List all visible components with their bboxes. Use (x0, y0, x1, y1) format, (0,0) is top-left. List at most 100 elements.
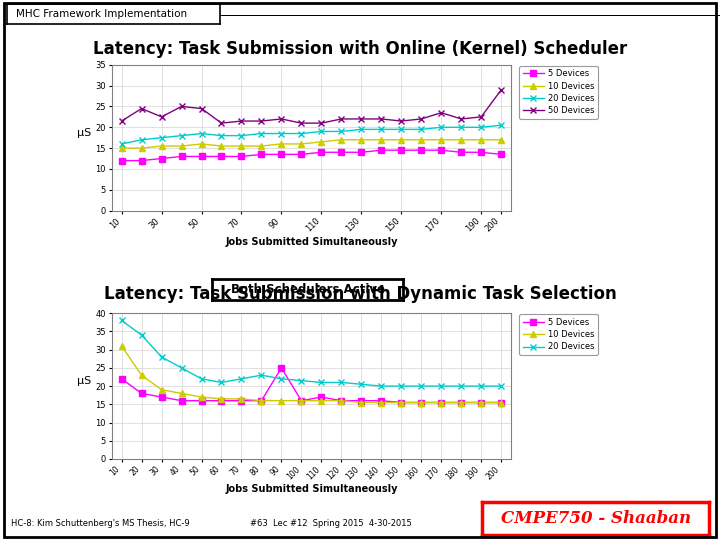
10 Devices (357, 399, 366, 406)
5 Devices (297, 397, 306, 404)
20 Devices (217, 379, 226, 386)
Text: Both Schedulers Active: Both Schedulers Active (231, 283, 384, 296)
10 Devices (257, 143, 266, 149)
20 Devices (397, 383, 405, 389)
5 Devices (477, 149, 485, 156)
10 Devices (157, 143, 166, 149)
20 Devices (297, 130, 306, 137)
Text: Latency: Task Submission with Online (Kernel) Scheduler: Latency: Task Submission with Online (Ke… (93, 39, 627, 58)
5 Devices (397, 147, 405, 153)
20 Devices (117, 317, 126, 323)
10 Devices (217, 143, 226, 149)
10 Devices (257, 397, 266, 404)
20 Devices (457, 124, 466, 131)
10 Devices (297, 397, 306, 404)
5 Devices (317, 394, 325, 400)
5 Devices (497, 399, 505, 406)
10 Devices (497, 137, 505, 143)
10 Devices (397, 399, 405, 406)
10 Devices (197, 394, 206, 400)
10 Devices (417, 137, 426, 143)
10 Devices (297, 141, 306, 147)
5 Devices (277, 151, 286, 158)
20 Devices (357, 126, 366, 133)
50 Devices (417, 116, 426, 122)
10 Devices (457, 399, 466, 406)
20 Devices (477, 124, 485, 131)
10 Devices (457, 137, 466, 143)
5 Devices (497, 151, 505, 158)
5 Devices (417, 147, 426, 153)
5 Devices (437, 147, 446, 153)
20 Devices (197, 376, 206, 382)
Text: HC-8: Kim Schuttenberg's MS Thesis, HC-9: HC-8: Kim Schuttenberg's MS Thesis, HC-9 (11, 519, 189, 528)
20 Devices (257, 372, 266, 379)
5 Devices (117, 157, 126, 164)
5 Devices (217, 397, 226, 404)
Line: 20 Devices: 20 Devices (119, 123, 504, 147)
50 Devices (177, 103, 186, 110)
Legend: 5 Devices, 10 Devices, 20 Devices: 5 Devices, 10 Devices, 20 Devices (519, 314, 598, 355)
10 Devices (237, 143, 246, 149)
5 Devices (317, 149, 325, 156)
20 Devices (157, 354, 166, 360)
20 Devices (297, 377, 306, 384)
10 Devices (138, 372, 146, 379)
Line: 50 Devices: 50 Devices (119, 87, 504, 126)
5 Devices (357, 397, 366, 404)
5 Devices (377, 147, 386, 153)
10 Devices (277, 397, 286, 404)
5 Devices (197, 397, 206, 404)
5 Devices (197, 153, 206, 160)
10 Devices (277, 141, 286, 147)
Line: 5 Devices: 5 Devices (119, 365, 504, 406)
20 Devices (377, 126, 386, 133)
10 Devices (437, 399, 446, 406)
5 Devices (457, 149, 466, 156)
5 Devices (117, 376, 126, 382)
20 Devices (337, 379, 346, 386)
Y-axis label: μS: μS (77, 127, 91, 138)
10 Devices (337, 137, 346, 143)
50 Devices (477, 113, 485, 120)
20 Devices (457, 383, 466, 389)
10 Devices (317, 397, 325, 404)
50 Devices (297, 120, 306, 126)
20 Devices (477, 383, 485, 389)
20 Devices (317, 128, 325, 134)
10 Devices (197, 141, 206, 147)
5 Devices (177, 153, 186, 160)
10 Devices (237, 396, 246, 402)
X-axis label: Jobs Submitted Simultaneously: Jobs Submitted Simultaneously (225, 484, 397, 494)
20 Devices (357, 381, 366, 388)
5 Devices (257, 397, 266, 404)
Text: CMPE750 - Shaaban: CMPE750 - Shaaban (500, 510, 691, 527)
10 Devices (497, 399, 505, 406)
50 Devices (357, 116, 366, 122)
5 Devices (337, 397, 346, 404)
Line: 5 Devices: 5 Devices (119, 147, 504, 164)
5 Devices (138, 390, 146, 396)
10 Devices (117, 145, 126, 151)
50 Devices (197, 105, 206, 112)
10 Devices (337, 397, 346, 404)
50 Devices (277, 116, 286, 122)
50 Devices (157, 113, 166, 120)
5 Devices (257, 151, 266, 158)
50 Devices (437, 110, 446, 116)
10 Devices (177, 390, 186, 396)
5 Devices (138, 157, 146, 164)
5 Devices (397, 399, 405, 406)
20 Devices (337, 128, 346, 134)
20 Devices (417, 383, 426, 389)
50 Devices (337, 116, 346, 122)
5 Devices (437, 399, 446, 406)
5 Devices (157, 394, 166, 400)
20 Devices (157, 134, 166, 141)
Text: MHC Framework Implementation: MHC Framework Implementation (16, 9, 186, 19)
10 Devices (317, 139, 325, 145)
50 Devices (497, 86, 505, 93)
50 Devices (317, 120, 325, 126)
5 Devices (417, 399, 426, 406)
10 Devices (437, 137, 446, 143)
